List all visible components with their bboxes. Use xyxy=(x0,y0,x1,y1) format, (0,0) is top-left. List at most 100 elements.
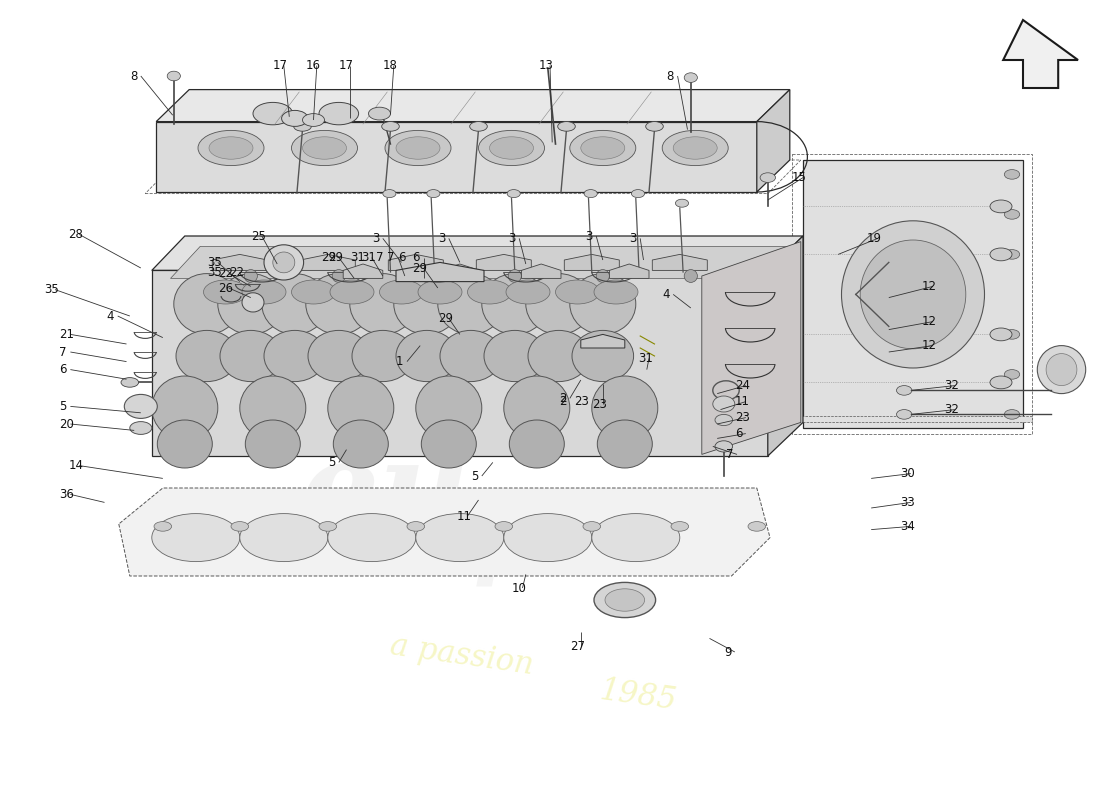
Ellipse shape xyxy=(470,122,487,131)
Text: 3: 3 xyxy=(629,232,637,245)
Ellipse shape xyxy=(990,376,1012,389)
Ellipse shape xyxy=(385,130,451,166)
Text: 36: 36 xyxy=(59,488,75,501)
Text: 4: 4 xyxy=(662,288,670,301)
Ellipse shape xyxy=(379,280,424,304)
Text: 11: 11 xyxy=(456,510,472,522)
Text: 29: 29 xyxy=(321,251,337,264)
Ellipse shape xyxy=(292,130,358,166)
Ellipse shape xyxy=(244,270,257,282)
Ellipse shape xyxy=(292,280,336,304)
Polygon shape xyxy=(388,254,443,270)
Text: 1985: 1985 xyxy=(597,675,679,717)
Polygon shape xyxy=(652,254,707,270)
Ellipse shape xyxy=(167,71,180,81)
Text: 1: 1 xyxy=(396,355,404,368)
Text: 25: 25 xyxy=(251,230,266,242)
Polygon shape xyxy=(343,264,383,278)
Ellipse shape xyxy=(684,73,697,82)
Ellipse shape xyxy=(592,514,680,562)
Text: 8: 8 xyxy=(667,70,674,82)
Ellipse shape xyxy=(368,107,390,120)
Ellipse shape xyxy=(673,137,717,159)
Text: 4: 4 xyxy=(107,310,114,322)
Text: 21: 21 xyxy=(59,328,75,341)
Ellipse shape xyxy=(504,376,570,440)
Ellipse shape xyxy=(478,130,544,166)
Ellipse shape xyxy=(508,270,521,282)
Ellipse shape xyxy=(152,376,218,440)
Text: 6: 6 xyxy=(398,251,406,264)
Ellipse shape xyxy=(209,137,253,159)
Text: 6: 6 xyxy=(735,427,743,440)
Ellipse shape xyxy=(570,274,636,334)
Ellipse shape xyxy=(1004,170,1020,179)
Ellipse shape xyxy=(484,330,546,382)
Ellipse shape xyxy=(204,280,248,304)
Text: 24: 24 xyxy=(735,379,750,392)
Polygon shape xyxy=(119,488,770,576)
Ellipse shape xyxy=(594,582,656,618)
Ellipse shape xyxy=(896,386,912,395)
Ellipse shape xyxy=(584,190,597,198)
Text: 5: 5 xyxy=(59,400,67,413)
Text: 29: 29 xyxy=(438,312,453,325)
Ellipse shape xyxy=(420,270,433,282)
Ellipse shape xyxy=(528,330,590,382)
Ellipse shape xyxy=(273,252,295,273)
Text: 28: 28 xyxy=(68,228,84,241)
Polygon shape xyxy=(170,246,794,278)
Ellipse shape xyxy=(308,330,370,382)
Polygon shape xyxy=(212,254,267,270)
Ellipse shape xyxy=(396,330,458,382)
Text: 9: 9 xyxy=(724,646,732,658)
Text: 33: 33 xyxy=(900,496,914,509)
Ellipse shape xyxy=(231,522,249,531)
Text: 22: 22 xyxy=(229,266,244,278)
Ellipse shape xyxy=(333,420,388,468)
Ellipse shape xyxy=(438,274,504,334)
Ellipse shape xyxy=(597,420,652,468)
Ellipse shape xyxy=(594,280,638,304)
Text: 15: 15 xyxy=(792,171,807,184)
Ellipse shape xyxy=(507,190,520,198)
Text: 14: 14 xyxy=(68,459,84,472)
Ellipse shape xyxy=(176,330,238,382)
Text: 31: 31 xyxy=(361,251,376,264)
Ellipse shape xyxy=(328,514,416,562)
Ellipse shape xyxy=(715,441,733,452)
Ellipse shape xyxy=(121,378,139,387)
Ellipse shape xyxy=(382,122,399,131)
Polygon shape xyxy=(156,90,790,122)
Ellipse shape xyxy=(152,514,240,562)
Ellipse shape xyxy=(242,293,264,312)
Ellipse shape xyxy=(504,514,592,562)
Ellipse shape xyxy=(416,376,482,440)
Ellipse shape xyxy=(264,245,304,280)
Text: 10: 10 xyxy=(512,582,527,594)
Ellipse shape xyxy=(130,422,152,434)
Ellipse shape xyxy=(990,328,1012,341)
Ellipse shape xyxy=(240,514,328,562)
Ellipse shape xyxy=(124,394,157,418)
Polygon shape xyxy=(300,254,355,270)
Ellipse shape xyxy=(407,522,425,531)
Ellipse shape xyxy=(383,190,396,198)
Text: 3: 3 xyxy=(438,232,446,245)
Ellipse shape xyxy=(581,137,625,159)
Ellipse shape xyxy=(394,274,460,334)
Text: 35: 35 xyxy=(44,283,58,296)
Ellipse shape xyxy=(350,274,416,334)
Ellipse shape xyxy=(605,589,645,611)
Text: 31: 31 xyxy=(638,352,653,365)
Ellipse shape xyxy=(416,514,504,562)
Ellipse shape xyxy=(328,376,394,440)
Text: 2: 2 xyxy=(559,395,566,408)
Ellipse shape xyxy=(1046,354,1077,386)
Polygon shape xyxy=(581,334,625,348)
Text: 7: 7 xyxy=(387,251,395,264)
Ellipse shape xyxy=(154,522,172,531)
Text: 3: 3 xyxy=(372,232,379,245)
Ellipse shape xyxy=(1004,410,1020,419)
Ellipse shape xyxy=(220,330,282,382)
